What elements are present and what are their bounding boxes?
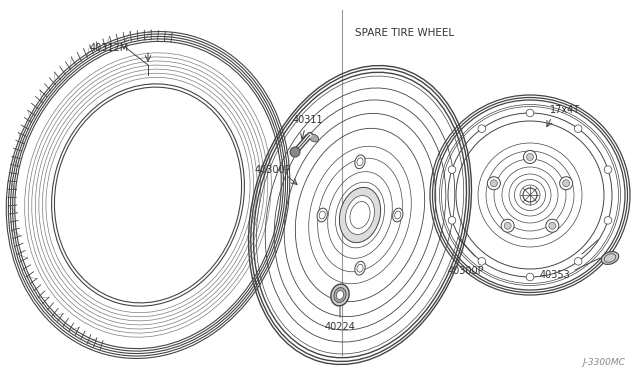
Circle shape	[504, 222, 511, 229]
Text: 40224: 40224	[324, 322, 355, 332]
Circle shape	[604, 217, 612, 224]
Ellipse shape	[602, 251, 619, 264]
Ellipse shape	[309, 134, 319, 142]
Circle shape	[526, 273, 534, 281]
Circle shape	[448, 166, 456, 173]
Text: J-3300MC: J-3300MC	[582, 358, 625, 367]
Text: 40300P: 40300P	[255, 165, 292, 175]
Circle shape	[501, 219, 514, 232]
Ellipse shape	[337, 291, 344, 299]
Text: 40353: 40353	[540, 270, 571, 280]
Text: 40311: 40311	[293, 115, 324, 125]
Circle shape	[490, 180, 497, 187]
Circle shape	[523, 188, 537, 202]
Circle shape	[524, 151, 536, 164]
Circle shape	[574, 125, 582, 132]
Ellipse shape	[339, 187, 381, 243]
Circle shape	[574, 257, 582, 265]
Circle shape	[478, 257, 486, 265]
Text: 40300P: 40300P	[448, 266, 484, 276]
Ellipse shape	[355, 155, 365, 169]
Text: SPARE TIRE WHEEL: SPARE TIRE WHEEL	[355, 28, 454, 38]
Text: 17x4T: 17x4T	[550, 105, 580, 115]
Ellipse shape	[355, 261, 365, 275]
Ellipse shape	[346, 196, 374, 234]
Circle shape	[487, 177, 500, 190]
Circle shape	[546, 219, 559, 232]
Circle shape	[290, 147, 300, 157]
Circle shape	[448, 217, 456, 224]
Circle shape	[604, 166, 612, 173]
Circle shape	[563, 180, 570, 187]
Ellipse shape	[317, 208, 327, 222]
Circle shape	[559, 177, 573, 190]
Circle shape	[549, 222, 556, 229]
Ellipse shape	[334, 288, 346, 302]
Circle shape	[478, 125, 486, 132]
Circle shape	[526, 109, 534, 117]
Ellipse shape	[393, 208, 403, 222]
Circle shape	[527, 154, 534, 160]
Ellipse shape	[331, 284, 349, 306]
Text: 40312M: 40312M	[90, 43, 129, 53]
